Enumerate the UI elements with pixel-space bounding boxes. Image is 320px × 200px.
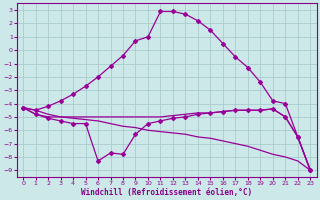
X-axis label: Windchill (Refroidissement éolien,°C): Windchill (Refroidissement éolien,°C) [81, 188, 252, 197]
